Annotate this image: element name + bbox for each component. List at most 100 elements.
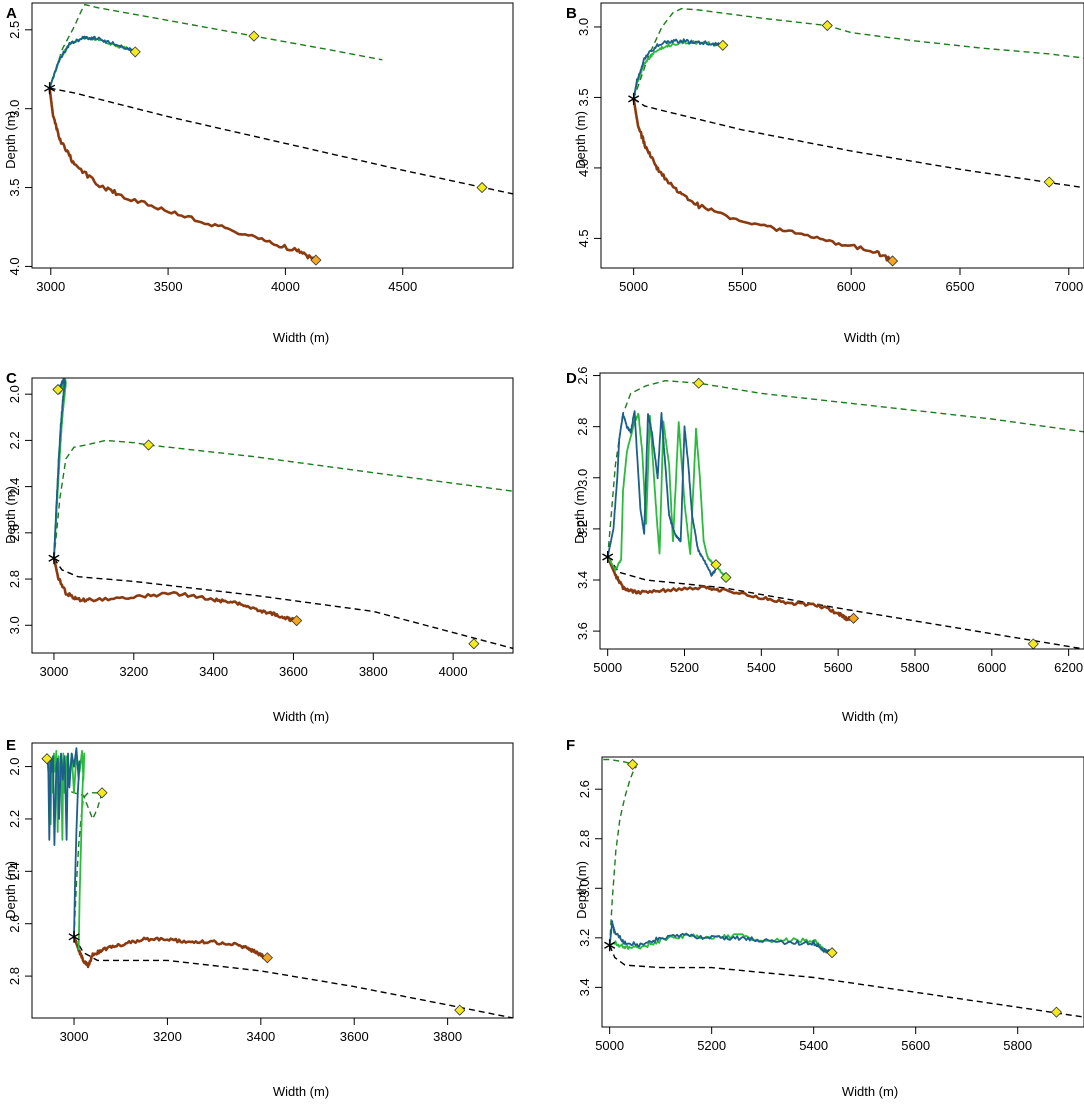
start-marker (602, 551, 614, 563)
y-tick-label: 2.8 (575, 418, 590, 436)
x-axis-label: Width (m) (842, 709, 898, 724)
series-blue-line (632, 38, 724, 100)
y-tick-label: 2.8 (577, 830, 592, 848)
end-marker-dashed-green (96, 787, 108, 799)
panel-letter: B (566, 5, 577, 22)
series-green-line (632, 40, 724, 100)
plot-frame (601, 756, 1084, 1028)
y-tick-label: 2.0 (7, 758, 22, 776)
y-tick-label: 3.0 (7, 616, 22, 634)
end-marker-blue (826, 947, 838, 959)
end-marker-brown (291, 615, 303, 627)
x-tick-label: 3200 (153, 1029, 182, 1044)
series-brown-line (632, 98, 894, 262)
x-axis-label: Width (m) (273, 1084, 329, 1099)
y-tick-label: 3.5 (576, 88, 591, 106)
x-tick-label: 3600 (340, 1029, 369, 1044)
end-marker-green (720, 571, 732, 584)
y-tick-label: 2.6 (7, 915, 22, 933)
x-axis-label: Width (m) (844, 330, 900, 345)
x-tick-label: 5200 (670, 660, 699, 675)
x-tick-label: 5500 (728, 279, 757, 294)
start-marker (628, 92, 640, 105)
x-tick-label: 3500 (154, 279, 183, 294)
panel-e-chart: E Width (m) Depth (m) 3000 3200 3400 3600 38… (3, 737, 514, 1099)
end-marker-blue (129, 46, 141, 58)
start-marker (48, 552, 60, 565)
end-marker-dashed-black (476, 181, 488, 194)
x-tick-label: 5000 (619, 279, 648, 294)
y-tick-label: 2.2 (7, 431, 22, 449)
y-axis-label: Depth (m) (573, 111, 588, 169)
x-tick-label: 6500 (946, 279, 975, 294)
x-tick-label: 5600 (824, 660, 853, 675)
x-tick-label: 3000 (39, 664, 68, 679)
plot-frame (600, 2, 1084, 269)
y-tick-label: 3.6 (575, 622, 590, 640)
panel-letter: E (6, 737, 16, 754)
y-tick-label: 2.6 (575, 367, 590, 385)
series-dashed-green-line (632, 7, 1084, 100)
plot-area (48, 3, 513, 262)
end-marker-blue (710, 559, 722, 571)
end-marker-dashed-green (627, 758, 639, 770)
x-tick-label: 4500 (388, 279, 417, 294)
y-axis-label: Depth (m) (572, 486, 587, 544)
series-brown-line (606, 556, 855, 622)
y-tick-label: 3.4 (577, 978, 592, 996)
panel-c-chart: C Width (m) Depth (m) 3000 3200 3400 3600 38… (3, 370, 514, 724)
x-tick-label: 5200 (697, 1038, 726, 1053)
panel-letter: C (6, 370, 17, 387)
x-tick-label: 5800 (901, 660, 930, 675)
start-marker (604, 939, 616, 952)
x-tick-label: 3400 (246, 1029, 275, 1044)
x-tick-label: 3800 (359, 664, 388, 679)
series-blue-line (48, 35, 136, 89)
y-tick-label: 4.0 (7, 257, 22, 275)
y-tick-label: 3.2 (575, 520, 590, 538)
series-blue-line (608, 920, 833, 954)
end-marker-dashed-green (821, 19, 833, 32)
panel-letter: A (6, 5, 17, 22)
y-tick-label: 2.0 (7, 385, 22, 403)
series-dashed-black-line (633, 98, 1084, 189)
series-dashed-black-line (609, 945, 1084, 1018)
series-dashed-black-line (53, 557, 513, 650)
panel-d-chart: D Width (m) Depth (m) 5000 5200 5400 5600 58… (566, 367, 1084, 724)
x-tick-label: 4000 (271, 279, 300, 294)
x-axis-label: Width (m) (273, 709, 329, 724)
plot-area (606, 379, 1084, 649)
x-tick-label: 3400 (199, 664, 228, 679)
end-marker-brown (310, 254, 322, 266)
series-dashed-green-line (602, 758, 637, 946)
y-tick-label: 3.5 (7, 179, 22, 197)
end-marker-blue (52, 383, 64, 396)
y-tick-label: 2.4 (7, 862, 22, 880)
x-tick-label: 5000 (595, 1038, 624, 1053)
y-tick-label: 2.8 (7, 967, 22, 985)
y-tick-label: 4.5 (576, 229, 591, 247)
x-axis-label: Width (m) (273, 330, 329, 345)
y-tick-label: 3.0 (576, 18, 591, 36)
series-blue-line (606, 410, 717, 577)
panel-letter: F (566, 737, 575, 754)
end-marker-dashed-black (454, 1004, 466, 1016)
series-green-line (606, 412, 728, 579)
panel-a-chart: A Width (m) Depth (m) 3000 3500 4000 4500 2.… (3, 2, 514, 345)
end-marker-dashed-green (142, 439, 155, 451)
y-axis-label: Depth (m) (3, 861, 18, 919)
end-marker-blue (717, 39, 729, 51)
start-marker (44, 82, 56, 95)
x-tick-label: 5800 (1003, 1038, 1032, 1053)
start-marker (68, 930, 80, 943)
series-green-line (48, 35, 136, 89)
series-dashed-green-line (48, 3, 383, 89)
y-tick-label: 4.0 (576, 159, 591, 177)
end-marker-dashed-black (468, 638, 480, 650)
end-marker-brown (261, 952, 273, 964)
x-tick-label: 3000 (36, 279, 65, 294)
end-marker-blue (41, 753, 53, 765)
plot-frame (31, 2, 514, 269)
x-tick-label: 3000 (60, 1029, 89, 1044)
x-tick-label: 3200 (119, 664, 148, 679)
